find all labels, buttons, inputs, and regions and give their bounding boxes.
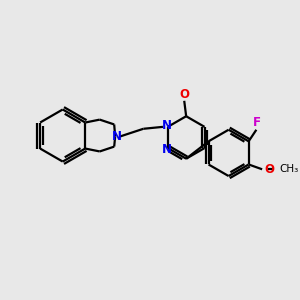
Text: F: F xyxy=(253,116,261,130)
Text: N: N xyxy=(162,142,172,155)
Text: CH₃: CH₃ xyxy=(280,164,299,174)
Text: O: O xyxy=(264,163,274,176)
Text: N: N xyxy=(162,119,172,132)
Text: O: O xyxy=(179,88,189,100)
Text: N: N xyxy=(112,130,122,143)
